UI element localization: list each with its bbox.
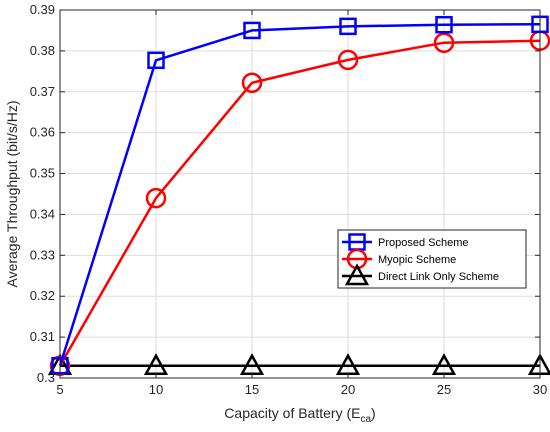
series-point (337, 49, 359, 71)
tick-labels: 5 10 15 20 25 30 0.3 0.31 0.32 0.33 0.34 0.35 0.36 0.… (30, 2, 548, 397)
series-layer (47, 15, 550, 376)
series-point (435, 15, 453, 34)
legend-entry: Direct Link Only Scheme (342, 263, 499, 286)
x-tick-label: 20 (341, 382, 355, 397)
x-axis-label-subscript: ca (360, 414, 371, 425)
series-point (147, 51, 165, 70)
series-circle (49, 30, 550, 376)
y-tick-label: 0.35 (30, 166, 55, 181)
legend-label: Direct Link Only Scheme (378, 271, 499, 283)
series-point (339, 17, 357, 36)
legend-label: Myopic Scheme (378, 254, 456, 266)
series-point (145, 187, 167, 209)
x-tick-label: 10 (149, 382, 163, 397)
y-axis-label: Average Throughput (bit/s/Hz) (4, 100, 20, 287)
x-tick-label: 25 (437, 382, 451, 397)
legend: Proposed Scheme Myopic Scheme Direct Link … (337, 229, 527, 289)
legend-marker (344, 263, 370, 286)
plot-frame (59, 9, 541, 379)
y-tick-label: 0.37 (30, 84, 55, 99)
y-tick-label: 0.39 (30, 2, 55, 17)
y-tick-label: 0.36 (30, 125, 55, 140)
x-tick-label: 15 (245, 382, 259, 397)
legend-entry: Myopic Scheme (342, 248, 456, 270)
x-tick-label: 5 (56, 382, 63, 397)
y-tick-label: 0.38 (30, 43, 55, 58)
y-tick-label: 0.33 (30, 247, 55, 262)
series-point (241, 72, 263, 94)
series-point (243, 21, 261, 40)
x-axis-label-main: Capacity of Battery (E (224, 405, 360, 421)
legend-label: Proposed Scheme (378, 237, 469, 249)
y-tick-label: 0.3 (37, 370, 55, 385)
axis-ticks (59, 9, 541, 379)
x-axis-label-close: ) (371, 405, 376, 421)
x-tick-label: 30 (533, 382, 547, 397)
y-tick-label: 0.31 (30, 329, 55, 344)
y-tick-label: 0.34 (30, 206, 55, 221)
series-point (433, 32, 455, 53)
plot-background (60, 10, 540, 378)
series-line (58, 39, 541, 367)
x-axis-label: Capacity of Battery (Eca) (224, 405, 375, 425)
series-line (58, 23, 541, 367)
y-tick-label: 0.32 (30, 288, 55, 303)
